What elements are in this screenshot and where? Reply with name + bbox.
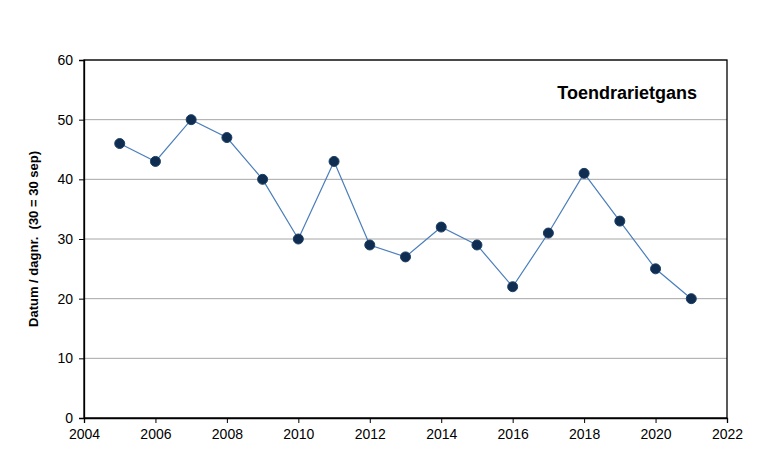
data-point — [615, 216, 625, 226]
data-point — [472, 240, 482, 250]
tick: 0 — [65, 410, 84, 426]
grid — [84, 60, 727, 418]
grid-line — [84, 298, 727, 299]
data-point — [579, 168, 589, 178]
series-line — [120, 120, 692, 299]
tick-label: 60 — [57, 52, 73, 68]
grid-line — [84, 358, 727, 359]
data-point — [401, 252, 411, 262]
tick-label: 10 — [57, 350, 73, 366]
tick: 20 — [57, 291, 84, 307]
tick-label: 2022 — [712, 426, 743, 442]
tick-label: 2012 — [355, 426, 386, 442]
y-axis-title: Datum / dagnr. (30 = 30 sep) — [26, 151, 41, 327]
tick: 10 — [57, 350, 84, 366]
data-point — [186, 115, 196, 125]
tick: 50 — [57, 112, 84, 128]
tick: 30 — [57, 231, 84, 247]
tick-mark — [227, 418, 228, 423]
tick: 2020 — [640, 418, 671, 442]
tick-label: 2008 — [212, 426, 243, 442]
tick: 2022 — [712, 418, 743, 442]
y-axis: 0 10 20 30 40 50 60 — [57, 52, 84, 426]
axis-line — [79, 61, 85, 419]
tick: 2010 — [283, 418, 314, 442]
tick-mark — [584, 418, 585, 423]
tick-mark — [79, 239, 84, 240]
tick-mark — [656, 418, 657, 423]
tick: 2008 — [212, 418, 243, 442]
tick-mark — [79, 418, 84, 419]
data-point — [293, 234, 303, 244]
data-point — [686, 294, 696, 304]
data-point — [329, 156, 339, 166]
data-point — [508, 282, 518, 292]
title: Toendrarietgans — [557, 83, 697, 103]
data-point — [651, 264, 661, 274]
tick: 2014 — [426, 418, 457, 442]
tick-mark — [298, 418, 299, 423]
data-point — [436, 222, 446, 232]
tick-mark — [79, 120, 84, 121]
tick-mark — [727, 418, 728, 423]
tick: 60 — [57, 52, 84, 68]
grid-line — [84, 179, 727, 180]
tick: 2004 — [69, 418, 100, 442]
tick-label: 0 — [65, 410, 73, 426]
x-axis: 2004 2006 2008 2010 2012 2014 2016 2018 2020 2022 — [69, 418, 743, 442]
tick-mark — [370, 418, 371, 423]
tick-mark — [79, 179, 84, 180]
tick: 2018 — [569, 418, 600, 442]
data-point — [365, 240, 375, 250]
tick: 2012 — [355, 418, 386, 442]
tick-mark — [513, 418, 514, 423]
tick-label: 2016 — [498, 426, 529, 442]
data-point — [258, 174, 268, 184]
tick-label: 20 — [57, 291, 73, 307]
plot-frame — [84, 60, 727, 418]
tick-label: 2004 — [69, 426, 100, 442]
axis-line — [85, 419, 728, 424]
data-point — [115, 139, 125, 149]
tick: 2016 — [498, 418, 529, 442]
tick-label: 2014 — [426, 426, 457, 442]
tick-mark — [441, 418, 442, 423]
data-point — [222, 133, 232, 143]
grid-line — [84, 119, 727, 120]
data-point — [150, 156, 160, 166]
chart: 2004200620082010201220142016201820202022… — [0, 0, 770, 464]
tick-mark — [79, 299, 84, 300]
tick-mark — [79, 358, 84, 359]
tick-mark — [155, 418, 156, 423]
plot-area — [115, 115, 697, 304]
tick-label: 2010 — [283, 426, 314, 442]
tick-label: 30 — [57, 231, 73, 247]
tick: 2006 — [140, 418, 171, 442]
tick-label: 2006 — [140, 426, 171, 442]
tick-label: 2020 — [640, 426, 671, 442]
grid-line — [84, 239, 727, 240]
tick-label: 40 — [57, 171, 73, 187]
tick-label: 2018 — [569, 426, 600, 442]
tick-label: 50 — [57, 112, 73, 128]
data-point — [543, 228, 553, 238]
tick-mark — [79, 60, 84, 61]
tick: 40 — [57, 171, 84, 187]
